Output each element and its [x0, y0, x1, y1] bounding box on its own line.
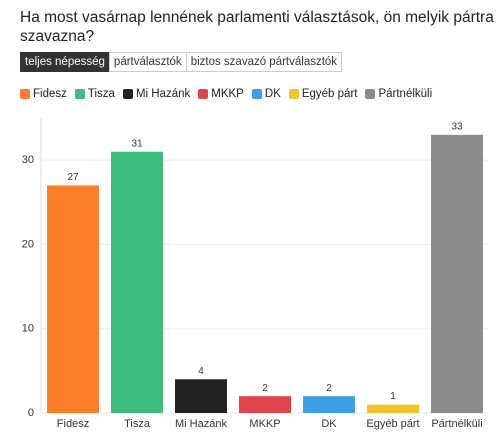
- legend-label: Tisza: [87, 88, 115, 100]
- legend: Fidesz Tisza Mi Hazánk MKKP DK Egyéb párt Párt…: [20, 88, 440, 100]
- chart-title: Ha most vasárnap lennének parlamenti vál…: [20, 9, 494, 45]
- bar: [239, 396, 291, 413]
- legend-label: DK: [264, 88, 281, 100]
- tab[interactable]: biztos szavazó pártválasztók: [185, 52, 343, 72]
- legend-item[interactable]: Tisza: [74, 88, 115, 100]
- y-tick-label: 20: [22, 238, 34, 250]
- bar: [367, 404, 419, 413]
- data-label: 33: [451, 121, 463, 132]
- bar: [431, 134, 483, 413]
- data-label: 4: [198, 366, 204, 377]
- legend-item[interactable]: Egyéb párt: [288, 88, 358, 100]
- legend-item[interactable]: Fidesz: [20, 88, 67, 100]
- tabs: teljes népesség pártválasztók biztos szava…: [20, 52, 343, 72]
- legend-swatch: [198, 89, 209, 99]
- legend-item[interactable]: MKKP: [198, 88, 244, 100]
- bar: [175, 379, 227, 413]
- legend-swatch: [122, 89, 133, 99]
- legend-item[interactable]: Pártnélküli: [365, 88, 432, 100]
- legend-swatch: [74, 89, 85, 99]
- legend-swatch: [365, 89, 376, 99]
- data-label: 2: [326, 383, 332, 394]
- legend-label: Mi Hazánk: [135, 88, 191, 100]
- x-tick-label: DK: [321, 418, 337, 430]
- legend-label: Egyéb párt: [301, 88, 358, 100]
- legend-label: Fidesz: [33, 88, 67, 100]
- x-tick-label: Egyéb párt: [366, 418, 419, 430]
- x-tick-label: Tisza: [124, 418, 151, 430]
- x-tick-label: Pártnélküli: [431, 418, 482, 430]
- legend-swatch: [251, 89, 262, 99]
- legend-label: MKKP: [211, 88, 244, 100]
- x-tick-label: Mi Hazánk: [175, 418, 227, 430]
- legend-label: Pártnélküli: [378, 88, 433, 100]
- legend-swatch: [288, 89, 299, 99]
- x-tick-label: Fidesz: [57, 418, 89, 430]
- data-label: 31: [131, 138, 143, 149]
- y-tick-label: 10: [22, 323, 34, 335]
- y-tick-label: 30: [22, 154, 34, 166]
- data-label: 2: [262, 383, 268, 394]
- bar: [47, 185, 99, 413]
- y-tick-label: 0: [28, 407, 34, 419]
- x-tick-label: MKKP: [249, 418, 280, 430]
- data-label: 1: [390, 391, 396, 402]
- data-label: 27: [67, 172, 79, 183]
- legend-item[interactable]: DK: [251, 88, 281, 100]
- bar: [111, 151, 163, 413]
- legend-item[interactable]: Mi Hazánk: [122, 88, 191, 100]
- legend-swatch: [20, 89, 30, 99]
- bar: [303, 396, 355, 413]
